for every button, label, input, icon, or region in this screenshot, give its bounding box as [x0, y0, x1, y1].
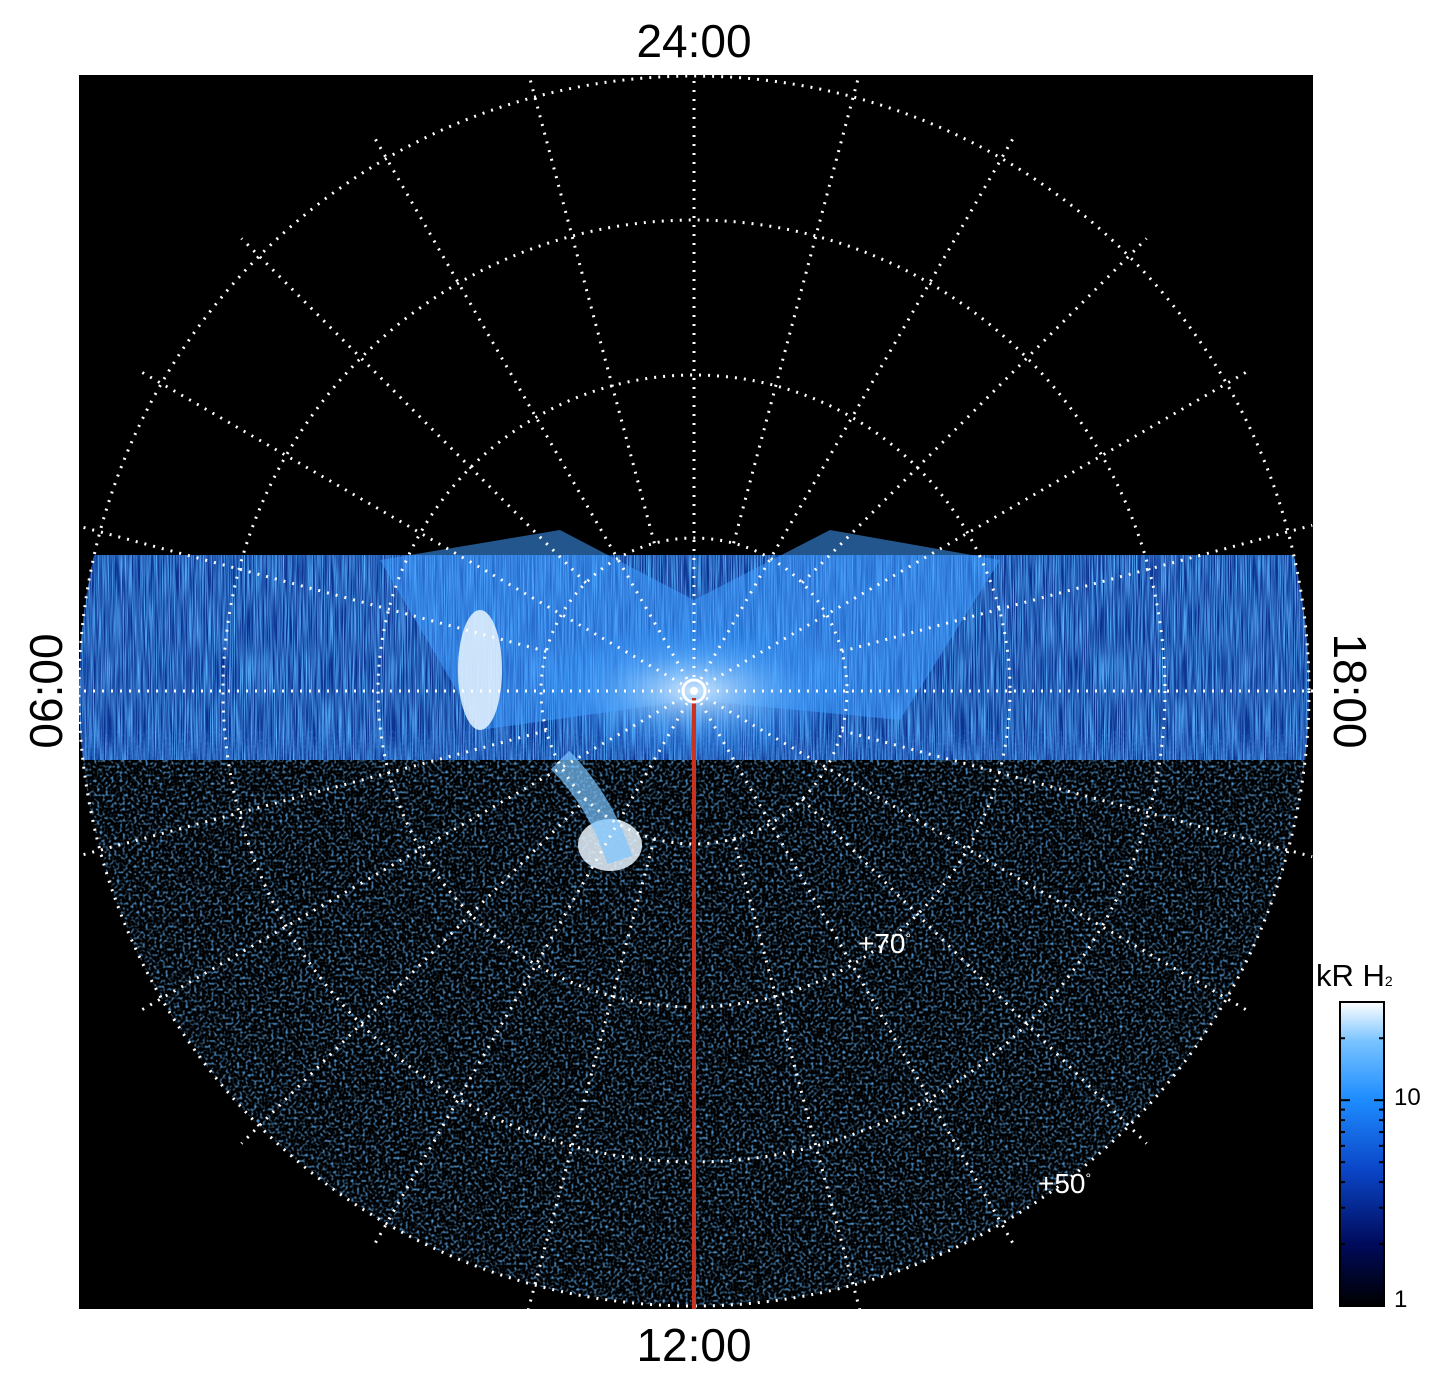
meridian-line [732, 75, 861, 544]
meridian-line [841, 729, 1313, 859]
time-label-left: 06:00 [20, 633, 72, 749]
colorbar [1339, 1001, 1385, 1307]
meridian-line [240, 237, 587, 584]
latitude-label-inner: +70° [858, 928, 912, 959]
colorbar-tick-label: 10 [1394, 1084, 1421, 1111]
meridian-line [801, 798, 1148, 1145]
pole-marker [681, 678, 707, 704]
meridian-line [526, 838, 656, 1309]
time-label-bottom: 12:00 [636, 1319, 752, 1371]
meridian-line [240, 798, 587, 1145]
meridian-line [527, 75, 656, 544]
meridian-line [841, 523, 1313, 653]
meridian-line [801, 237, 1148, 584]
meridian-line [79, 729, 547, 858]
colorbar-title: kR H2 [1316, 958, 1393, 993]
meridian-grid [79, 75, 1313, 1309]
time-label-right: 18:00 [1324, 633, 1376, 749]
meridian-line [79, 524, 547, 653]
latitude-label-outer: +50° [1038, 1168, 1092, 1199]
colorbar-tick-label: 1 [1394, 1286, 1408, 1313]
meridian-line [732, 838, 862, 1309]
time-label-top: 24:00 [636, 15, 752, 67]
